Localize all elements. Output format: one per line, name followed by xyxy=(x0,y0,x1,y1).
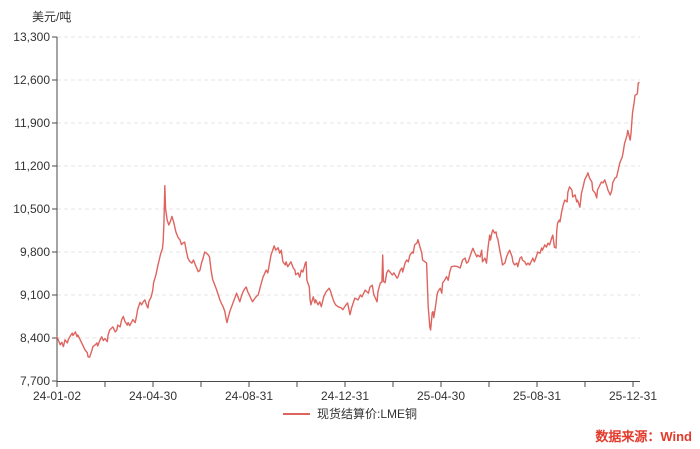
x-tick-label: 24-12-31 xyxy=(321,389,369,403)
y-tick-label: 10,500 xyxy=(13,202,50,216)
y-tick-label: 9,800 xyxy=(20,245,50,259)
x-tick-label: 24-04-30 xyxy=(129,389,177,403)
y-axis-unit-label: 美元/吨 xyxy=(32,10,72,24)
x-tick-label: 24-08-31 xyxy=(225,389,273,403)
y-tick-label: 12,600 xyxy=(13,73,50,87)
y-tick-label: 8,400 xyxy=(20,331,50,345)
legend-item[interactable]: 现货结算价:LME铜 xyxy=(282,405,418,422)
price-line xyxy=(56,81,640,358)
data-source-label: 数据来源：Wind xyxy=(595,429,692,444)
y-tick-label: 9,100 xyxy=(20,288,50,302)
x-tick-label: 25-08-31 xyxy=(513,389,561,403)
x-tick-label: 24-01-02 xyxy=(33,389,81,403)
y-tick-label: 13,300 xyxy=(13,30,50,44)
legend-line-swatch xyxy=(282,412,310,415)
y-tick-label: 11,900 xyxy=(14,116,50,130)
y-tick-label: 7,700 xyxy=(20,374,50,388)
legend-label: 现货结算价:LME铜 xyxy=(316,407,418,421)
y-tick-label: 11,200 xyxy=(14,159,50,173)
x-tick-label: 25-04-30 xyxy=(417,389,465,403)
x-tick-label: 25-12-31 xyxy=(609,389,657,403)
